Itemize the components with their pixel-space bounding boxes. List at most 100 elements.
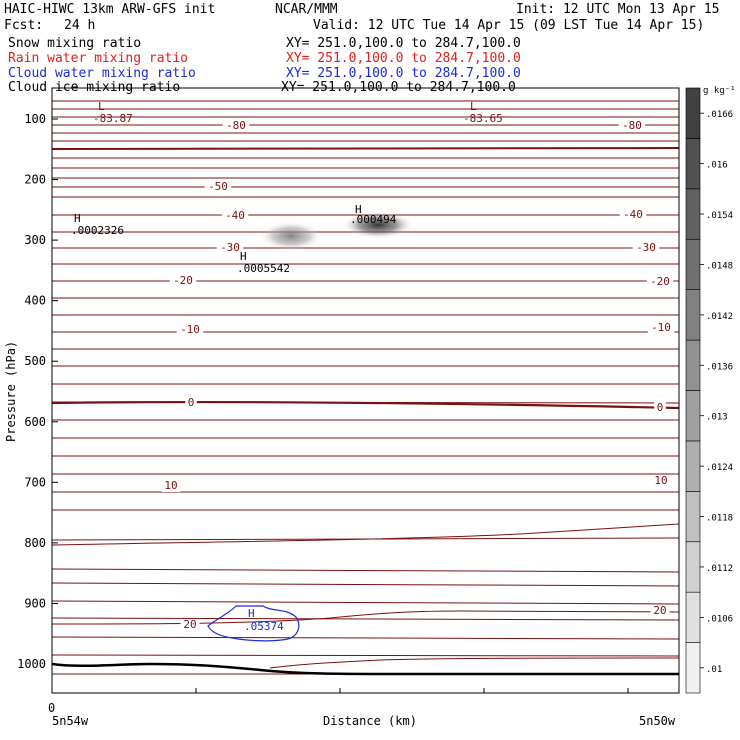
isotherm-line <box>52 617 679 621</box>
contour-label-bg <box>185 397 197 409</box>
colorbar-swatch <box>685 238 701 290</box>
terrain-line <box>51 662 679 676</box>
extremum-value: .000494 <box>350 213 397 226</box>
extremum-marker: H <box>74 212 81 225</box>
y-tick-label: 800 <box>24 536 46 550</box>
x-end-label: 5n50w <box>639 714 676 728</box>
cloud-water-contour <box>207 605 300 642</box>
colorbar-swatch <box>685 87 701 139</box>
isotherm-line <box>52 568 679 573</box>
extremum-marker: L <box>98 100 105 113</box>
contour-label-bg <box>647 322 675 334</box>
colorbar-label: .016 <box>706 161 728 171</box>
colorbar-unit: g kg⁻¹ <box>703 86 736 96</box>
isotherm-line <box>52 600 679 605</box>
y-tick-label: 900 <box>24 596 46 610</box>
extremum-value: -83.87 <box>93 112 133 125</box>
contour-label-bg <box>651 475 671 487</box>
field-rain-xy: XY= 251.0,100.0 to 284.7,100.0 <box>286 51 521 66</box>
field-rain-name: Rain water mixing ratio <box>8 51 189 66</box>
contour-label: -30 <box>636 241 656 254</box>
fcst-label: Fcst: <box>4 18 44 33</box>
colorbar-swatch <box>685 138 701 190</box>
field-snow-xy: XY= 251.0,100.0 to 284.7,100.0 <box>286 36 521 51</box>
contour-label-bg <box>618 120 646 132</box>
contour-label-bg <box>176 324 204 336</box>
colorbar-label: .0124 <box>706 463 733 473</box>
plot-frame <box>51 87 680 694</box>
extremum-marker: H <box>248 607 255 620</box>
extremum-value: -83.65 <box>463 112 503 125</box>
contour-label-bg <box>221 210 249 222</box>
colorbar: .01 .0106 .0112 .0118 .0124 .013 .0136 .0142 .01… <box>685 87 733 694</box>
org-label: NCAR/MMM <box>275 2 338 17</box>
contour-label-bg <box>646 276 674 288</box>
contour-label-bg <box>632 242 660 254</box>
field-snow-name: Snow mixing ratio <box>8 36 142 51</box>
init-time: Init: 12 UTC Mon 13 Apr 15 <box>516 2 720 17</box>
contour-label: 20 <box>653 604 666 617</box>
y-tick-label: 300 <box>24 233 46 247</box>
y-tick-label: 400 <box>24 294 46 308</box>
temperature-contours <box>52 100 679 675</box>
contour-label: -10 <box>651 321 671 334</box>
contour-label: -50 <box>208 180 228 193</box>
extrema-labels: L-83.87L-83.65H.0002326H.000494H.0005542… <box>71 100 503 633</box>
isotherm-line <box>52 636 679 640</box>
x-axis: 0 5n54w 5n50w Distance (km) <box>48 688 676 728</box>
contour-label: 10 <box>654 474 667 487</box>
contour-label: 0 <box>657 401 664 414</box>
colorbar-swatch <box>685 339 701 391</box>
contour-label-bg <box>654 402 666 414</box>
contour-label: 0 <box>188 396 195 409</box>
colorbar-swatch <box>685 188 701 240</box>
extremum-marker: H <box>355 203 362 216</box>
isotherm-line <box>52 610 679 625</box>
y-tick-label: 500 <box>24 354 46 368</box>
contour-label: -30 <box>220 241 240 254</box>
contour-label-bg <box>161 480 181 492</box>
contour-label: -20 <box>650 275 670 288</box>
contour-label-bg <box>619 209 647 221</box>
contour-label: 20 <box>183 618 196 631</box>
colorbar-label: .0106 <box>706 614 733 624</box>
colorbar-swatch <box>685 491 701 543</box>
contour-label-bg <box>216 242 244 254</box>
field-cloudwater-xy: XY= 251.0,100.0 to 284.7,100.0 <box>286 66 521 81</box>
contour-label-bg <box>204 181 232 193</box>
contour-label: -80 <box>622 119 642 132</box>
snow-shading-blob <box>344 212 412 238</box>
colorbar-label: .0148 <box>706 261 733 271</box>
colorbar-swatch <box>685 642 701 694</box>
y-tick-label: 200 <box>24 173 46 187</box>
x-zero-label: 0 <box>48 701 55 715</box>
colorbar-label: .0118 <box>706 514 733 524</box>
y-tick-label: 700 <box>24 475 46 489</box>
x-axis-title: Distance (km) <box>323 714 417 728</box>
colorbar-swatch <box>685 390 701 442</box>
contour-label-bg <box>180 619 200 631</box>
colorbar-swatch <box>685 591 701 643</box>
isotherm-zero-line <box>52 400 679 410</box>
extremum-value: .0005542 <box>237 262 290 275</box>
contour-label: -10 <box>180 323 200 336</box>
colorbar-label: .0142 <box>706 312 733 322</box>
y-tick-label: 600 <box>24 415 46 429</box>
contour-label-bg <box>222 120 250 132</box>
contour-label-bg <box>650 605 670 617</box>
y-axis-title: Pressure (hPa) <box>4 341 18 442</box>
isotherm-line <box>52 523 679 546</box>
contour-label: -40 <box>623 208 643 221</box>
field-cloudwater-name: Cloud water mixing ratio <box>8 66 196 81</box>
isotherm-line <box>52 654 679 657</box>
valid-time: Valid: 12 UTC Tue 14 Apr 15 (09 LST Tue … <box>313 18 705 33</box>
extremum-value: .05374 <box>244 620 284 633</box>
contour-labels: -80 -80 -50 -40 -40 -30 -30 -20 -20 -10 -10 0 0 10 10 2… <box>161 119 675 631</box>
contour-label-bg <box>169 275 197 287</box>
y-tick-label: 1000 <box>17 657 46 671</box>
colorbar-label: .0166 <box>706 110 733 120</box>
fcst-value: 24 h <box>64 18 96 33</box>
isotherm-line <box>52 147 679 150</box>
colorbar-label: .0112 <box>706 564 733 574</box>
